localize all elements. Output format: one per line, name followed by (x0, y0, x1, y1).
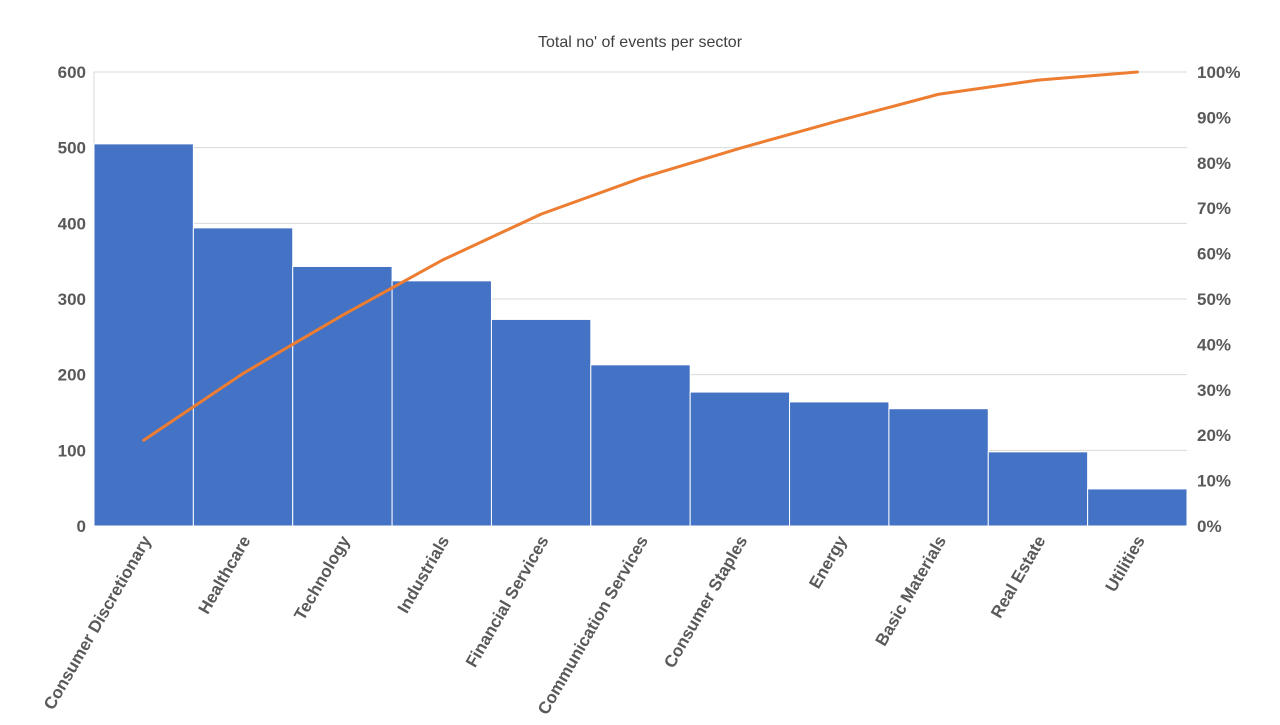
x-category-label: Energy (805, 532, 851, 592)
bar (689, 391, 791, 527)
x-category-label: Basic Materials (872, 532, 950, 649)
y-right-tick-label: 100% (1197, 63, 1240, 82)
y-right-tick-label: 10% (1197, 472, 1231, 491)
x-category-label: Consumer Staples (660, 533, 751, 672)
y-right-tick-label: 60% (1197, 245, 1231, 264)
bar (987, 451, 1089, 527)
y-right-tick-label: 50% (1197, 290, 1231, 309)
bar (888, 408, 989, 527)
y-left-tick-label: 0 (77, 517, 86, 536)
bar (93, 143, 194, 527)
x-category-label: Utilities (1102, 533, 1149, 596)
bar (391, 280, 492, 527)
cumulative-line (142, 70, 1139, 442)
x-category-label: Industrials (394, 533, 453, 617)
y-right-tick-label: 30% (1197, 381, 1231, 400)
y-right-tick-label: 70% (1197, 199, 1231, 218)
bar (192, 227, 294, 527)
x-category-label: Technology (290, 532, 354, 623)
x-category-label: Financial Services (462, 533, 553, 671)
y-right-tick-label: 40% (1197, 335, 1231, 354)
bar (490, 318, 592, 527)
chart-title: Total no' of events per sector (537, 34, 743, 51)
y-left-tick-label: 500 (58, 139, 86, 158)
y-left-tick-label: 600 (58, 63, 86, 82)
x-category-label: Healthcare (195, 533, 255, 618)
y-right-tick-label: 90% (1197, 108, 1231, 127)
bar (292, 265, 393, 527)
bar (590, 364, 691, 527)
y-right-tick-label: 20% (1197, 426, 1231, 445)
y-left-tick-label: 100 (58, 441, 86, 460)
bar (1087, 488, 1188, 527)
y-left-tick-label: 400 (58, 214, 86, 233)
y-right-tick-label: 80% (1197, 154, 1231, 173)
bar (789, 401, 890, 527)
x-category-label: Consumer Discretionary (40, 532, 155, 713)
y-left-tick-label: 300 (58, 290, 86, 309)
y-left-tick-label: 200 (58, 366, 86, 385)
x-category-label: Real Estate (987, 533, 1049, 622)
y-right-tick-label: 0% (1197, 517, 1222, 536)
x-category-label: Communication Services (534, 533, 652, 718)
